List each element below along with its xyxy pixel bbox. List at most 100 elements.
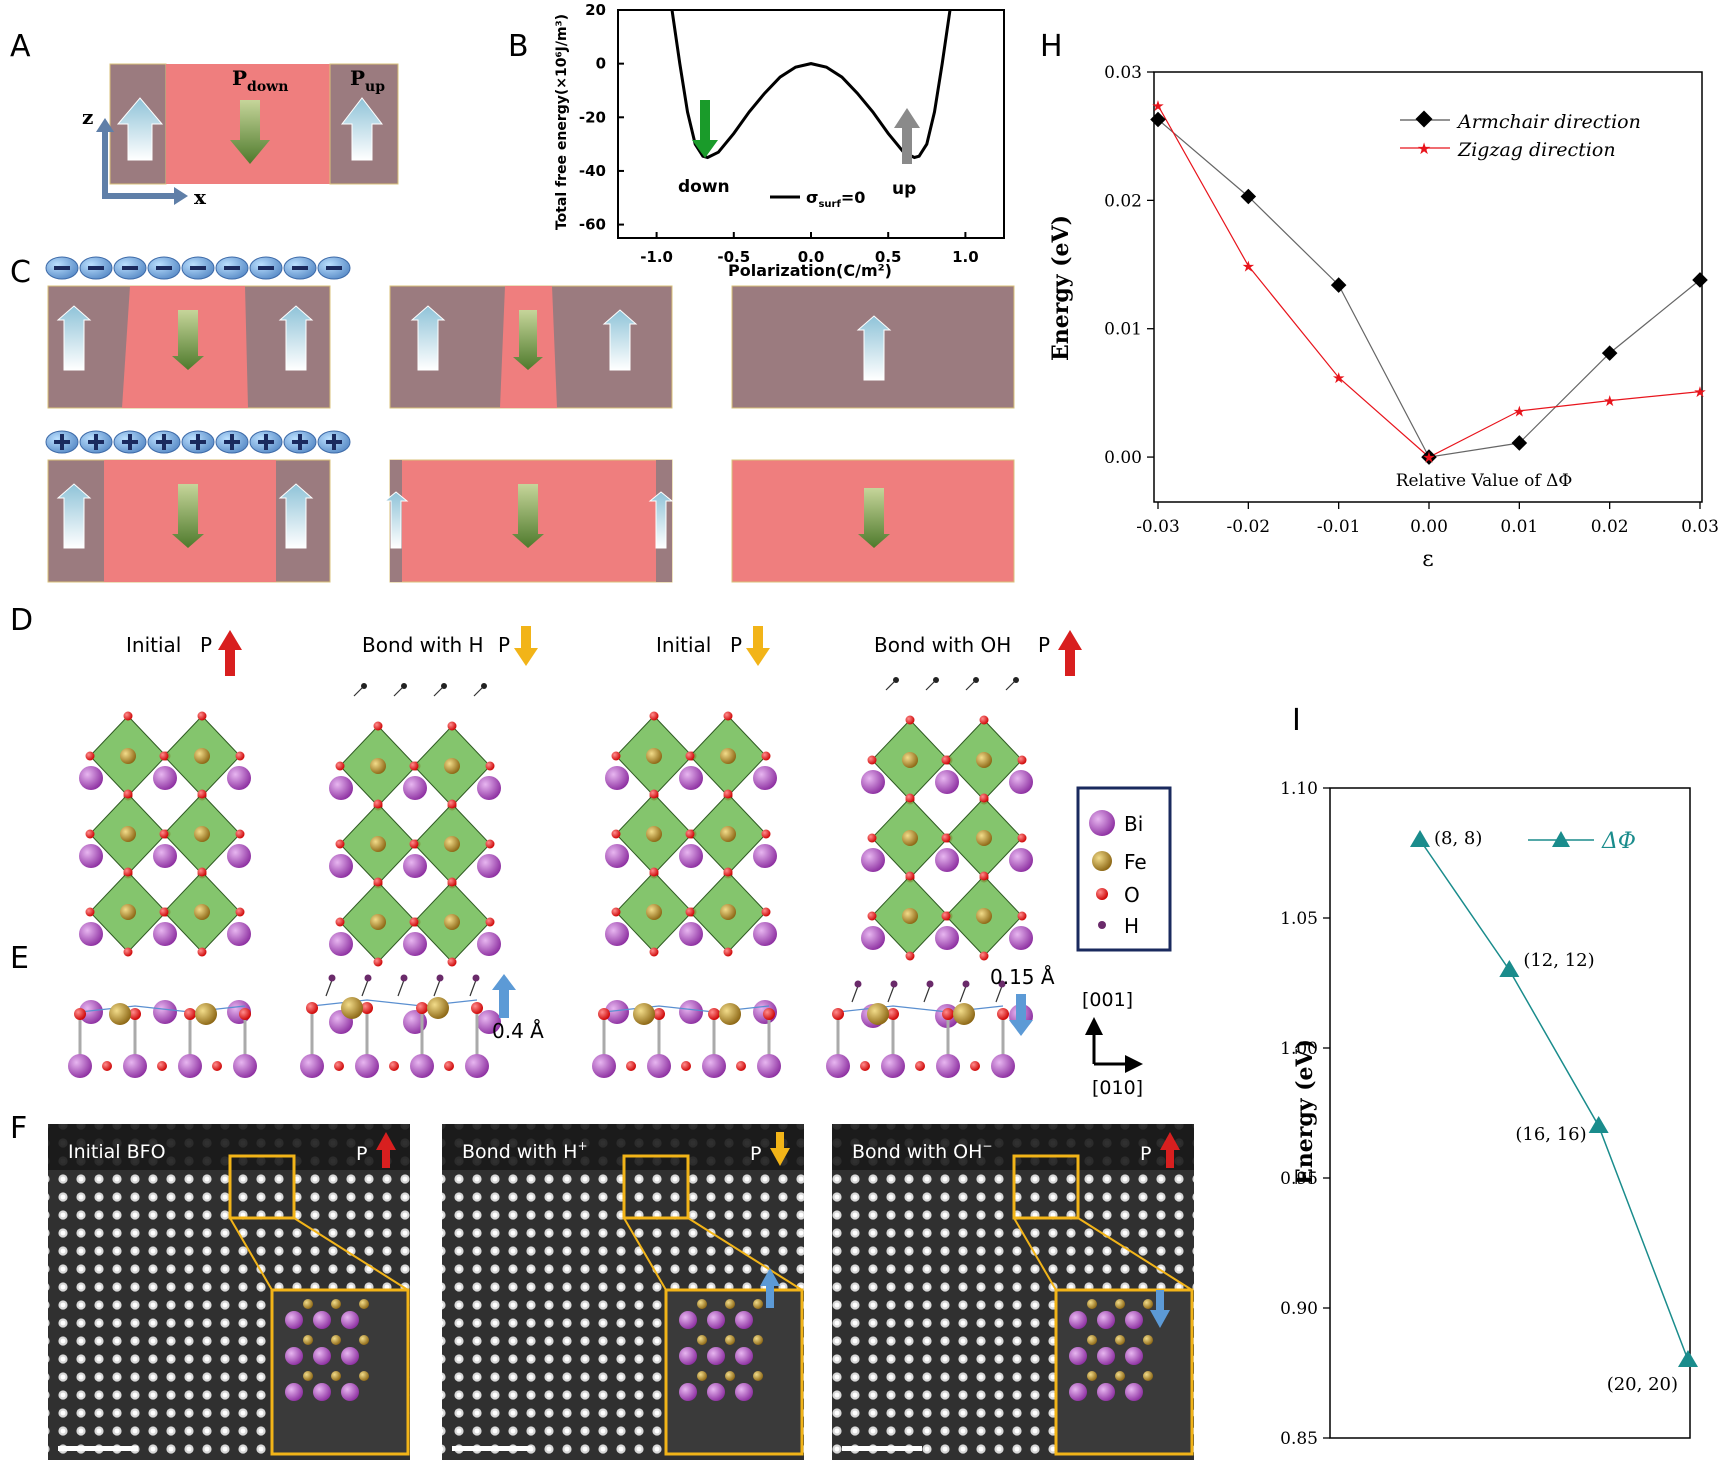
bond-line — [79, 1005, 246, 1013]
series-h: ★ ★ ★ ★ ★ ★ ★ — [1150, 97, 1708, 467]
shift-down-arrow-icon — [1009, 1020, 1033, 1036]
panel-letter-a: A — [10, 29, 31, 64]
x-tick-label-h: 0.00 — [1410, 517, 1448, 537]
label-down: down — [678, 177, 730, 197]
o-atom — [942, 1008, 954, 1020]
o-atom — [123, 711, 133, 721]
fe-atom — [1143, 1335, 1153, 1345]
bi-atom — [227, 766, 251, 790]
h-atom — [998, 980, 1006, 988]
plus-sign-icon — [128, 434, 132, 450]
data-point-zigzag: ★ — [1151, 97, 1164, 115]
legend-label: σsurf=0 — [806, 188, 865, 210]
panel-letter-i: I — [1292, 703, 1301, 738]
o-atom — [653, 1008, 665, 1020]
data-point-armchair — [1601, 345, 1618, 361]
shift-up-arrow-icon — [492, 974, 516, 990]
y-tick-label-b: 0 — [596, 55, 606, 73]
x-tick-label-b: 1.0 — [952, 248, 979, 266]
bi-atom — [477, 776, 501, 800]
h-atom-icon — [1098, 921, 1106, 929]
y-tick-label-h: 0.01 — [1104, 320, 1142, 340]
zoom-connector — [687, 1217, 803, 1291]
axis-z-arrow-icon — [96, 118, 114, 132]
o-atom — [905, 715, 915, 725]
bi-atom — [285, 1383, 303, 1401]
slab-structure — [592, 1003, 781, 1078]
bi-atom — [227, 922, 251, 946]
bi-atom — [329, 854, 353, 878]
stem-label: Bond with H+ — [462, 1139, 588, 1163]
p-arrow-shaft — [225, 646, 235, 676]
series-line-zigzag — [1157, 105, 1701, 458]
bi-atom — [153, 1000, 177, 1024]
y-tick-label-h: 0.02 — [1104, 191, 1142, 211]
p-arrow-shaft — [382, 1148, 390, 1168]
h-atom — [926, 980, 934, 988]
o-atom — [905, 871, 915, 881]
fe-atom — [646, 904, 662, 920]
arrow-up-icon — [56, 483, 92, 549]
d-polarization-arrows — [218, 626, 1082, 676]
x-tick-label-h: -0.02 — [1227, 517, 1271, 537]
o-atom — [159, 907, 169, 917]
fe-atom — [633, 1003, 655, 1025]
legend-armchair: Armchair direction — [1456, 111, 1641, 133]
arrow-up-icon — [410, 305, 446, 371]
fe-atom — [427, 997, 449, 1019]
o-atom — [444, 1061, 454, 1071]
o-atom — [409, 917, 419, 927]
bi-atom — [861, 926, 885, 950]
fe-atom — [976, 830, 992, 846]
fe-atom — [720, 748, 736, 764]
bi-atom — [679, 922, 703, 946]
h-bond — [325, 979, 333, 997]
bi-atom — [355, 1054, 379, 1078]
o-atom — [123, 789, 133, 799]
minus-sign-icon — [292, 266, 308, 270]
bi-atom — [679, 844, 703, 868]
legend-bi: Bi — [1124, 812, 1143, 836]
p-arrow-shaft — [776, 1132, 784, 1152]
bi-atom — [341, 1311, 359, 1329]
data-point-dphi — [1678, 1350, 1698, 1367]
fe-atom — [697, 1335, 707, 1345]
zoom-connector — [229, 1217, 273, 1291]
o-atom — [611, 751, 621, 761]
minus-sign-icon — [54, 266, 70, 270]
bi-atom — [1125, 1347, 1143, 1365]
fe-atom — [976, 908, 992, 924]
arrow-down-icon — [230, 100, 270, 164]
bi-atom — [1069, 1311, 1087, 1329]
h-atom — [890, 980, 898, 988]
positive-charge-row — [45, 430, 351, 454]
triangle-marker-icon — [1552, 831, 1570, 847]
o-atom — [306, 1002, 318, 1014]
data-point-dphi — [1499, 960, 1520, 977]
o-atom — [860, 1061, 870, 1071]
d-label-1: Initial — [126, 633, 181, 657]
o-atom — [129, 1008, 141, 1020]
p-up-arrow-icon — [1058, 630, 1082, 650]
fe-atom — [120, 748, 136, 764]
panel-letter-d: D — [10, 603, 33, 638]
p-arrow-shaft — [1166, 1148, 1174, 1168]
bi-atom — [477, 1010, 501, 1034]
o-atom — [761, 829, 771, 839]
bi-atom — [679, 1383, 697, 1401]
fe-atom — [1087, 1299, 1097, 1309]
minus-sign-icon — [190, 266, 206, 270]
f-stem-images: Initial BFO P Bond with H+ P Bond with OH− P — [48, 1124, 1194, 1460]
fe-atom — [1115, 1371, 1125, 1381]
fe-atom — [725, 1371, 735, 1381]
bi-atom — [477, 854, 501, 878]
h-atom — [854, 980, 862, 988]
bi-atom — [707, 1383, 725, 1401]
plot-frame-i — [1329, 787, 1691, 1439]
bi-atom — [403, 932, 427, 956]
arrow-down-icon — [172, 310, 204, 370]
legend-zigzag: Zigzag direction — [1457, 139, 1616, 161]
o-atom — [867, 911, 877, 921]
zoom-connector — [293, 1217, 409, 1291]
stem-image: Bond with OH− P — [832, 1124, 1194, 1460]
